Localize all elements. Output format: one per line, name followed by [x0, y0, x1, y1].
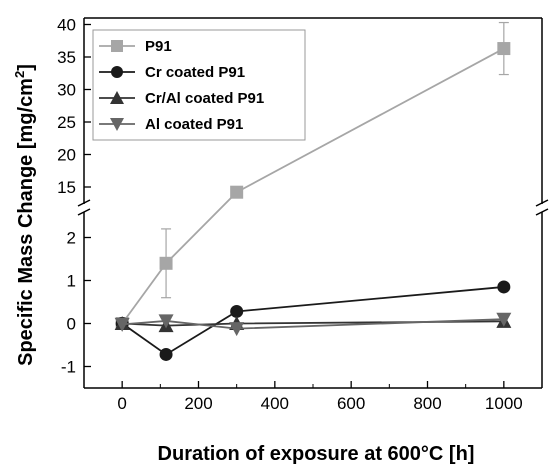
series-cr-al-coated-p91: [114, 313, 512, 333]
y-tick-label: 20: [57, 146, 76, 165]
x-tick-label: 0: [117, 394, 126, 413]
svg-text:Specific Mass Change [mg/cm2]: Specific Mass Change [mg/cm2]: [12, 64, 37, 366]
data-point: [159, 256, 173, 270]
series-line: [122, 318, 504, 330]
legend-marker: [111, 66, 123, 78]
legend-label: P91: [145, 38, 172, 55]
axis-break-mark: [77, 199, 91, 207]
axis-break-mark: [77, 208, 91, 216]
legend-marker: [110, 91, 124, 104]
data-point: [158, 314, 174, 329]
data-point: [229, 322, 245, 337]
y-tick-label: -1: [61, 358, 76, 377]
data-point: [114, 317, 130, 332]
data-point: [497, 42, 511, 56]
legend-box: [92, 29, 306, 141]
legend-entry: P91: [99, 38, 172, 55]
axis-break-mark: [535, 208, 549, 216]
y-tick-label: 15: [57, 178, 76, 197]
x-axis-title: Duration of exposure at 600°C [h]: [158, 443, 475, 465]
legend-entry: Cr coated P91: [99, 64, 245, 81]
y-tick-label: 40: [57, 16, 76, 35]
legend-entry: Cr/Al coated P91: [99, 90, 264, 107]
legend-entry: Al coated P91: [99, 116, 243, 133]
x-tick-label: 400: [261, 394, 289, 413]
data-point: [496, 312, 512, 327]
y-tick-label: 0: [67, 315, 76, 334]
x-tick-label: 200: [184, 394, 212, 413]
data-point: [230, 304, 244, 318]
data-point: [497, 280, 511, 294]
legend-marker: [111, 40, 123, 52]
x-tick-label: 600: [337, 394, 365, 413]
series-line: [121, 286, 504, 356]
y-tick-label: 2: [67, 229, 76, 248]
x-tick-label: 800: [413, 394, 441, 413]
legend-marker: [110, 118, 124, 131]
legend-label: Cr/Al coated P91: [145, 90, 264, 107]
y-tick-label: 35: [57, 48, 76, 67]
x-tick-label: 1000: [485, 394, 523, 413]
legend-label: Al coated P91: [145, 116, 243, 133]
y-tick-label: 30: [57, 81, 76, 100]
series-al-coated-p91: [114, 312, 512, 337]
y-tick-label: 1: [67, 272, 76, 291]
y-tick-label: 25: [57, 113, 76, 132]
data-point: [230, 185, 244, 199]
data-point: [159, 347, 173, 361]
series-line: [121, 47, 505, 325]
axis-break-mark: [535, 199, 549, 207]
legend-label: Cr coated P91: [145, 64, 245, 81]
y-axis-title: Specific Mass Change [mg/cm2]: [12, 64, 37, 366]
